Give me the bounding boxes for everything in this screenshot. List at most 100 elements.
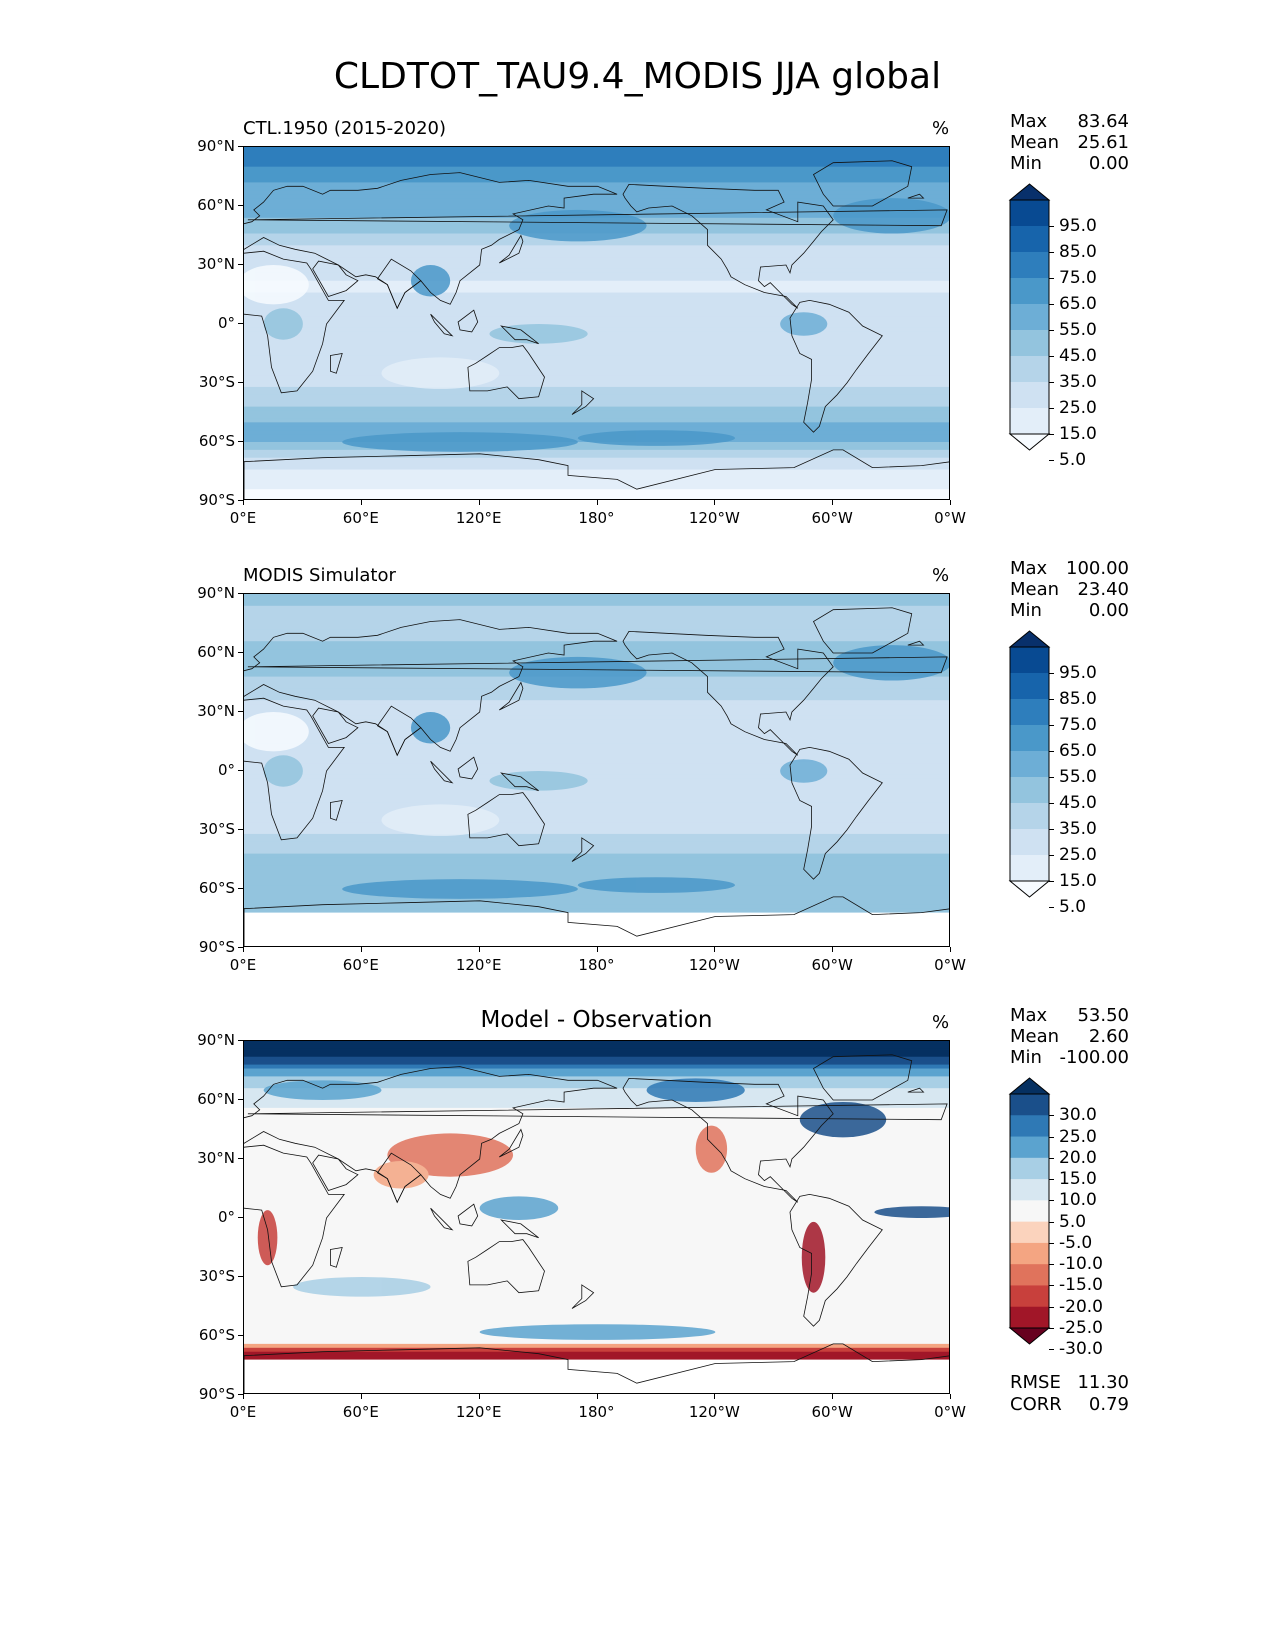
field-band xyxy=(244,633,949,638)
colorbar xyxy=(1008,630,1051,898)
y-tick-label: 60°S xyxy=(198,1326,235,1344)
field-band xyxy=(244,418,949,423)
field-band xyxy=(244,442,949,447)
field-band xyxy=(244,1225,949,1231)
colorbar-segment xyxy=(1010,304,1049,331)
colorbar-label: 5.0 xyxy=(1059,897,1087,917)
field-band xyxy=(244,296,949,301)
stat-value-min: 0.00 xyxy=(1088,600,1129,621)
field-band xyxy=(244,410,949,416)
y-tick-mark xyxy=(238,829,243,830)
colorbar-segment xyxy=(1010,1200,1049,1223)
coastline-antarctica xyxy=(244,449,949,499)
field-band xyxy=(244,873,949,878)
field-band xyxy=(244,461,949,467)
colorbar-tick xyxy=(1049,1306,1054,1308)
field-band xyxy=(244,1371,949,1376)
x-tick-mark xyxy=(596,1394,598,1399)
field-band xyxy=(244,771,949,776)
field-band xyxy=(244,1277,949,1282)
field-band xyxy=(244,715,949,721)
x-tick-label: 60°E xyxy=(342,1403,379,1421)
stat-value-mean: 25.61 xyxy=(1077,132,1129,153)
field-band xyxy=(244,944,949,946)
y-tick-mark xyxy=(238,1040,243,1041)
coastline-japan xyxy=(499,1128,524,1158)
field-band xyxy=(244,445,949,451)
x-tick-mark xyxy=(832,947,834,952)
colorbar-label: 65.0 xyxy=(1059,741,1097,761)
field-band xyxy=(244,1044,949,1050)
field-feature xyxy=(874,1206,949,1218)
field-band xyxy=(244,1237,949,1243)
field-band xyxy=(244,253,949,258)
field-band xyxy=(244,284,949,290)
coastlines xyxy=(244,1054,949,1393)
field-band xyxy=(244,426,949,431)
field-band xyxy=(244,613,949,619)
colorbar-tick xyxy=(1049,1136,1054,1138)
colorbar-tick xyxy=(1049,1179,1054,1181)
field-band xyxy=(244,343,949,349)
colorbar-tick xyxy=(1049,382,1054,383)
field-band xyxy=(244,1052,949,1058)
map-svg xyxy=(244,147,949,499)
field-band xyxy=(244,1151,949,1156)
colorbar-tick xyxy=(1049,1349,1054,1351)
field-feature xyxy=(373,1160,429,1189)
field-feature xyxy=(381,357,500,389)
colorbar-tick xyxy=(1049,1221,1054,1223)
coastline-south_america xyxy=(789,299,883,433)
coastline-uk xyxy=(247,1103,948,1121)
colorbar-tick xyxy=(1049,751,1054,752)
field-band xyxy=(244,1284,949,1290)
colorbar-segment xyxy=(1010,777,1049,804)
field-feature xyxy=(244,265,309,305)
colorbar-segment xyxy=(1010,829,1049,856)
field-band xyxy=(244,1233,949,1239)
field-band xyxy=(244,778,949,784)
field-band xyxy=(244,150,949,156)
x-tick-label: 0°E xyxy=(229,956,257,974)
field-band xyxy=(244,198,949,203)
colorbar-label: -20.0 xyxy=(1059,1296,1103,1317)
field-band xyxy=(244,1253,949,1258)
field-band xyxy=(244,477,949,482)
y-tick-mark xyxy=(238,1335,243,1336)
field-band xyxy=(244,154,949,160)
field-band xyxy=(244,723,949,729)
field-band xyxy=(244,1308,949,1313)
field-band xyxy=(244,932,949,937)
coastline-madagascar xyxy=(330,1246,343,1268)
colorbar-segment xyxy=(1010,252,1049,279)
field-band xyxy=(244,861,949,866)
y-tick-mark xyxy=(238,1276,243,1277)
colorbar-label: 45.0 xyxy=(1059,793,1097,813)
field-band xyxy=(244,268,949,274)
field-band xyxy=(244,727,949,733)
colorbar-label: 25.0 xyxy=(1059,398,1097,418)
y-tick-label: 90°S xyxy=(198,491,235,509)
coastline-australia xyxy=(467,1239,545,1294)
field-band xyxy=(244,1060,949,1066)
field-band xyxy=(244,912,949,918)
field-feature xyxy=(257,1210,278,1266)
panel-title: MODIS Simulator xyxy=(243,565,396,586)
field-band xyxy=(244,1080,949,1085)
colorbar-label: 55.0 xyxy=(1059,767,1097,787)
field-feature xyxy=(381,804,500,836)
field-band xyxy=(244,1265,949,1270)
field-band xyxy=(244,790,949,796)
field-band xyxy=(244,1088,949,1093)
colorbar-tick xyxy=(1049,1115,1054,1117)
coastline-borneo xyxy=(457,756,479,780)
field-band xyxy=(244,1115,949,1121)
coastline-borneo xyxy=(457,1203,479,1227)
colorbar-extend-top xyxy=(1008,183,1051,201)
field-band xyxy=(244,708,949,713)
map-svg xyxy=(244,1041,949,1393)
coastline-uk xyxy=(247,656,948,674)
field-band xyxy=(244,1304,949,1310)
field-band xyxy=(244,1041,949,1046)
stat-label-min: Min xyxy=(1010,153,1042,174)
